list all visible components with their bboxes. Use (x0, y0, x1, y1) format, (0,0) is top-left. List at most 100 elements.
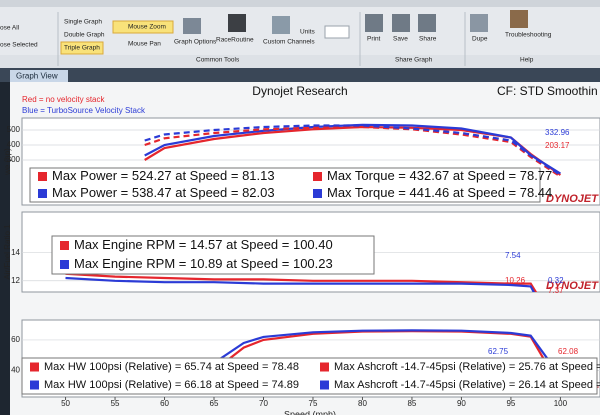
legend-swatch (38, 189, 47, 198)
y-tick-label: 40 (11, 366, 20, 375)
series-group (193, 329, 552, 390)
y-tick-label: 400 (7, 140, 21, 149)
icon (392, 14, 410, 32)
legend-entry: Max Engine RPM = 10.89 at Speed = 100.23 (74, 256, 333, 271)
legend-entry: Max Ashcroft -14.7-45psi (Relative) = 25… (334, 361, 600, 373)
ribbon-label[interactable]: Mouse Pan (128, 41, 161, 48)
dropdown[interactable] (324, 25, 350, 39)
selected-highlight (60, 41, 104, 55)
annotation: 7.37 (548, 286, 564, 295)
annotation: 332.96 (545, 128, 570, 137)
x-tick-label: 65 (210, 399, 219, 408)
legend-swatch (60, 241, 69, 250)
x-axis-label: Speed (mph) (284, 409, 336, 415)
x-tick-label: 60 (160, 399, 169, 408)
x-tick-label: 85 (407, 399, 416, 408)
icon (418, 14, 436, 32)
annotation: 7.54 (505, 251, 521, 260)
ribbon-label[interactable]: Single Graph (64, 19, 102, 26)
line (144, 125, 562, 178)
watermark: DYNOJET (546, 193, 599, 205)
x-tick-label: 50 (61, 399, 70, 408)
x-tick-label: 55 (111, 399, 120, 408)
ribbon-label[interactable]: Double Graph (64, 32, 105, 39)
ribbon-label[interactable]: Print (367, 36, 381, 43)
legend-entry: Max Torque = 432.67 at Speed = 78.77 (327, 168, 552, 183)
y-tick-label: 14 (11, 248, 20, 257)
legend-swatch (30, 362, 39, 372)
ribbon-label[interactable]: Graph Options (174, 39, 217, 46)
legend-swatch (313, 172, 322, 181)
x-tick-label: 100 (554, 399, 568, 408)
y-tick-label: 500 (7, 125, 21, 134)
icon (228, 14, 246, 32)
ribbon-label: Help (520, 57, 534, 64)
line (65, 272, 538, 292)
legend-swatch (313, 189, 322, 198)
y-tick-label: 12 (11, 276, 20, 285)
annotation: 62.75 (488, 347, 509, 356)
legend-swatch (38, 172, 47, 181)
series-group (65, 272, 538, 292)
x-tick-label: 75 (309, 399, 318, 408)
legend-swatch (320, 380, 329, 390)
note: Blue = TurboSource Velocity Stack (22, 106, 146, 115)
legend-entry: Max Power = 524.27 at Speed = 81.13 (52, 168, 275, 183)
line (193, 329, 552, 387)
legend-entry: Max Ashcroft -14.7-45psi (Relative) = 26… (334, 379, 600, 391)
title-bar (0, 0, 600, 7)
ribbon-label[interactable]: ose All (0, 25, 20, 32)
x-tick-label: 80 (358, 399, 367, 408)
ribbon-label[interactable]: Triple Graph (64, 45, 100, 52)
legend-box (51, 235, 375, 275)
ribbon-label[interactable]: Share (419, 36, 437, 43)
legend-entry: Max Torque = 441.46 at Speed = 78.44 (327, 185, 552, 200)
line (65, 276, 535, 292)
legend-box (29, 167, 541, 203)
icon (510, 10, 528, 28)
icon (183, 18, 201, 34)
selected-highlight (112, 20, 174, 34)
correction-factor: CF: STD Smoothin (497, 84, 598, 98)
y-tick-label: 300 (7, 155, 21, 164)
legend-swatch (60, 260, 69, 269)
icon (272, 16, 290, 34)
legend-entry: Max HW 100psi (Relative) = 66.18 at Spee… (44, 379, 299, 391)
ribbon-label[interactable]: Dupe (472, 36, 488, 43)
ribbon-groups (0, 55, 600, 68)
icon (470, 14, 488, 32)
y-tick-label: 60 (11, 335, 20, 344)
legend-entry: Max Power = 538.47 at Speed = 82.03 (52, 185, 275, 200)
ribbon-label[interactable]: Mouse Zoom (128, 24, 166, 31)
line (144, 123, 561, 175)
ribbon-label[interactable]: Units (300, 29, 316, 36)
ribbon-label[interactable]: RaceRoutine (216, 37, 254, 44)
series-group (144, 123, 562, 178)
line (144, 124, 562, 176)
tab-bar (0, 68, 600, 82)
ribbon-label[interactable]: Troubleshooting (505, 32, 552, 39)
ribbon-label: Common Tools (196, 57, 240, 64)
legend-swatch (320, 362, 329, 372)
ribbon-label: Share Graph (395, 57, 433, 64)
x-tick-label: 90 (457, 399, 466, 408)
annotation: 62.08 (558, 347, 579, 356)
ribbon-label[interactable]: Save (393, 36, 408, 43)
tab[interactable] (10, 70, 68, 82)
ribbon-label[interactable]: ose Selected (0, 42, 38, 49)
legend-swatch (30, 380, 39, 390)
ribbon-label[interactable]: Custom Channels (263, 39, 315, 46)
graph-title: Dynojet Research (252, 84, 347, 98)
x-tick-label: 70 (259, 399, 268, 408)
annotation: 0.32 (548, 276, 564, 285)
watermark: DYNOJET (546, 280, 599, 292)
legend-box (21, 357, 598, 395)
y-axis-label: we (hp) (3, 148, 12, 176)
annotation: 10.26 (505, 276, 526, 285)
legend-entry: Max HW 100psi (Relative) = 65.74 at Spee… (44, 361, 299, 373)
tab-label[interactable]: Graph View (16, 72, 58, 81)
annotation: 203.17 (545, 141, 570, 150)
x-tick-label: 95 (506, 399, 515, 408)
